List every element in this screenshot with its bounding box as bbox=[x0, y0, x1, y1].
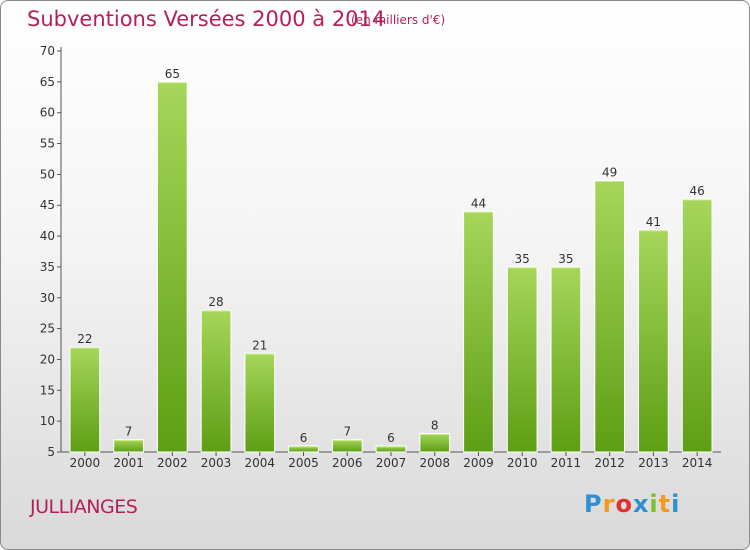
x-tick-label: 2012 bbox=[594, 456, 625, 470]
y-tick-label: 25 bbox=[40, 322, 55, 336]
logo-letter: r bbox=[602, 490, 616, 518]
x-tick-label: 2004 bbox=[245, 456, 276, 470]
y-tick-label: 5 bbox=[47, 445, 55, 459]
x-tick-label: 2008 bbox=[419, 456, 450, 470]
bar-value-label: 44 bbox=[471, 196, 486, 210]
x-tick-label: 2009 bbox=[463, 456, 494, 470]
bar bbox=[113, 439, 144, 453]
bar bbox=[594, 180, 626, 453]
logo-letter: i bbox=[671, 490, 681, 518]
bar-value-label: 21 bbox=[252, 338, 267, 352]
bar bbox=[681, 198, 713, 453]
bar-value-label: 35 bbox=[558, 252, 573, 266]
bar bbox=[200, 309, 232, 453]
y-tick-label: 45 bbox=[40, 198, 55, 212]
x-tick-label: 2011 bbox=[551, 456, 582, 470]
y-tick-label: 60 bbox=[40, 106, 55, 120]
y-tick-label: 20 bbox=[40, 352, 55, 366]
proxiti-logo: Proxiti bbox=[584, 490, 680, 518]
y-tick-label: 15 bbox=[40, 383, 55, 397]
bar bbox=[69, 346, 101, 453]
bar bbox=[550, 266, 582, 453]
y-tick-label: 50 bbox=[40, 167, 55, 181]
y-tick-label: 70 bbox=[40, 44, 55, 58]
y-tick-label: 55 bbox=[40, 137, 55, 151]
chart-subtitle: (en milliers d'€) bbox=[351, 13, 446, 27]
logo-letter: t bbox=[658, 490, 672, 518]
bar-value-label: 6 bbox=[300, 431, 308, 445]
bar bbox=[638, 229, 669, 453]
bar-value-label: 7 bbox=[125, 425, 133, 439]
x-tick-label: 2010 bbox=[507, 456, 538, 470]
bar-value-label: 65 bbox=[165, 67, 180, 81]
logo-letter: P bbox=[584, 490, 603, 518]
bar-value-label: 7 bbox=[343, 425, 351, 439]
x-tick-label: 2014 bbox=[682, 456, 713, 470]
bar-value-label: 8 bbox=[431, 418, 439, 432]
bar-value-label: 22 bbox=[77, 332, 92, 346]
x-tick-label: 2006 bbox=[332, 456, 363, 470]
chart-title: Subventions Versées 2000 à 2014 bbox=[27, 7, 386, 31]
bar-value-label: 6 bbox=[387, 431, 395, 445]
y-tick-label: 10 bbox=[40, 414, 55, 428]
bar bbox=[156, 81, 188, 453]
bar bbox=[506, 266, 538, 453]
bar-value-label: 35 bbox=[515, 252, 530, 266]
logo-letter: i bbox=[649, 490, 659, 518]
bar bbox=[244, 352, 276, 453]
y-tick-label: 35 bbox=[40, 260, 55, 274]
x-tick-label: 2003 bbox=[201, 456, 232, 470]
x-tick-label: 2005 bbox=[288, 456, 319, 470]
y-tick-label: 40 bbox=[40, 229, 55, 243]
bar-value-label: 46 bbox=[689, 184, 704, 198]
bar-value-label: 41 bbox=[646, 215, 661, 229]
bar bbox=[419, 432, 451, 453]
bar-value-label: 28 bbox=[208, 295, 223, 309]
x-tick-label: 2000 bbox=[70, 456, 101, 470]
y-tick-label: 65 bbox=[40, 75, 55, 89]
bar bbox=[331, 439, 363, 453]
logo-letter: x bbox=[632, 490, 650, 518]
y-tick-label: 30 bbox=[40, 291, 55, 305]
x-tick-label: 2002 bbox=[157, 456, 188, 470]
x-tick-label: 2013 bbox=[638, 456, 669, 470]
bar-value-label: 49 bbox=[602, 166, 617, 180]
logo-letter: o bbox=[615, 490, 633, 518]
x-tick-label: 2001 bbox=[113, 456, 144, 470]
bar bbox=[463, 210, 494, 453]
x-tick-label: 2007 bbox=[376, 456, 407, 470]
city-name: JULLIANGES bbox=[30, 496, 138, 518]
